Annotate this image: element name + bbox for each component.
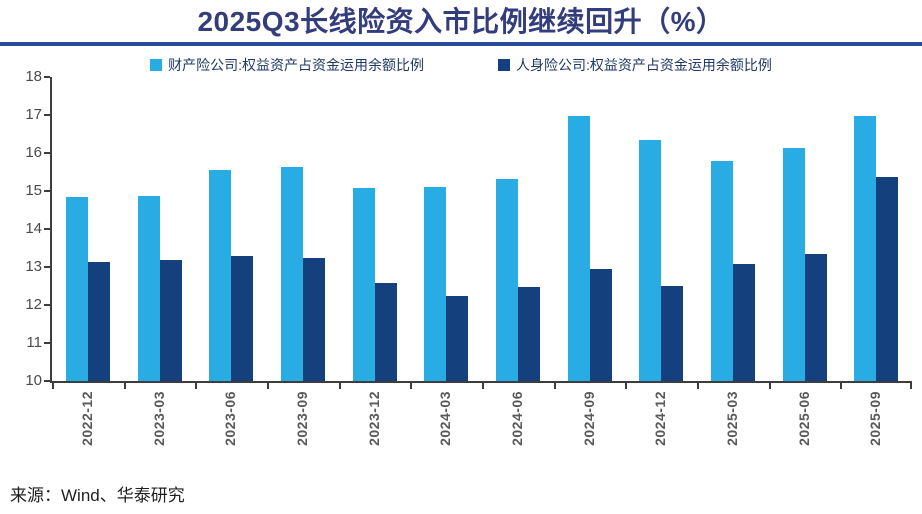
y-axis-tick	[44, 304, 50, 306]
x-axis-tick	[123, 383, 126, 389]
x-axis-tick-label: 2025-03	[723, 391, 740, 446]
bar-life-insurers	[446, 295, 469, 381]
x-axis-tick-label: 2022-12	[78, 391, 95, 446]
x-axis-tick	[52, 383, 54, 389]
y-axis-tick	[44, 76, 50, 78]
chart-legend: 财产险公司:权益资产占资金运用余额比例 人身险公司:权益资产占资金运用余额比例	[0, 55, 922, 75]
bar-life-insurers	[661, 286, 684, 381]
x-axis-tick-label: 2023-03	[150, 391, 167, 446]
bar-life-insurers	[876, 177, 899, 381]
y-axis-tick-label: 14	[25, 220, 42, 237]
bar-life-insurers	[159, 260, 182, 381]
y-axis-tick-label: 17	[25, 106, 42, 123]
legend-label-life-insurers: 人身险公司:权益资产占资金运用余额比例	[516, 57, 772, 73]
x-axis-tick-label: 2023-09	[293, 391, 310, 446]
bar-life-insurers	[302, 257, 325, 381]
y-axis-tick-label: 12	[25, 296, 42, 313]
bar-property-insurers	[65, 196, 88, 381]
y-axis-tick	[44, 228, 50, 230]
bar-property-insurers	[352, 187, 375, 381]
x-axis-tick	[267, 383, 269, 389]
bar-life-insurers	[231, 255, 254, 381]
x-axis-tick-label: 2024-06	[508, 391, 525, 446]
legend-entry-life-insurers: 人身险公司:权益资产占资金运用余额比例	[498, 55, 772, 75]
x-axis-tick	[625, 383, 628, 389]
bar-property-insurers	[782, 147, 805, 381]
legend-marker-property-insurers-icon	[150, 59, 163, 71]
source-note: 来源：Wind、华泰研究	[10, 486, 185, 505]
bar-property-insurers	[424, 186, 447, 381]
y-axis-tick	[44, 152, 50, 154]
y-axis-tick-label: 13	[25, 258, 42, 275]
x-axis-tick	[553, 383, 556, 389]
bar-property-insurers	[280, 167, 303, 381]
x-axis-tick	[910, 383, 912, 389]
x-axis-tick-label: 2024-12	[652, 391, 669, 446]
bar-property-insurers	[137, 195, 160, 381]
x-axis-tick	[840, 383, 843, 389]
y-axis-tick-label: 15	[25, 182, 42, 199]
y-axis-tick-label: 11	[26, 334, 42, 351]
bar-property-insurers	[639, 140, 662, 381]
x-axis-tick	[697, 383, 699, 389]
x-axis-tick-label: 2025-06	[795, 391, 812, 446]
y-axis-tick	[44, 114, 50, 116]
x-axis-tick	[195, 383, 198, 389]
y-axis-tick	[44, 342, 50, 344]
bar-property-insurers	[710, 160, 733, 381]
bar-life-insurers	[517, 287, 540, 381]
x-axis-tick	[482, 383, 484, 389]
y-axis-tick	[44, 190, 50, 192]
x-axis-tick-label: 2023-12	[365, 391, 382, 446]
title-divider	[0, 42, 922, 46]
bar-life-insurers	[589, 268, 612, 381]
x-axis-tick-label: 2024-09	[580, 391, 597, 446]
chart-title: 2025Q3长线险资入市比例继续回升（%）	[197, 6, 725, 37]
legend-label-property-insurers: 财产险公司:权益资产占资金运用余额比例	[168, 57, 424, 73]
bar-life-insurers	[87, 262, 110, 381]
bar-life-insurers	[732, 264, 755, 381]
legend-marker-life-insurers-icon	[498, 59, 510, 71]
y-axis-tick	[44, 380, 50, 382]
bar-property-insurers	[495, 178, 518, 381]
plot-area: 10 11 12 13 14 15 16 17 18 2022-12 2023-03 2023-06 2…	[25, 68, 912, 446]
bar-life-insurers	[374, 282, 397, 381]
bar-life-insurers	[804, 254, 827, 381]
legend-entry-property-insurers: 财产险公司:权益资产占资金运用余额比例	[150, 55, 424, 75]
x-axis-tick	[768, 383, 771, 389]
x-axis-tick-label: 2024-03	[437, 391, 454, 446]
x-axis-tick	[410, 383, 413, 389]
y-axis-tick-label: 10	[25, 372, 42, 389]
bar-property-insurers	[854, 116, 877, 381]
x-axis-tick-label: 2025-09	[867, 391, 884, 446]
y-axis-tick	[44, 266, 50, 268]
bar-property-insurers	[567, 116, 590, 381]
y-axis-tick-label: 18	[25, 68, 42, 85]
x-axis-tick-label: 2023-06	[222, 391, 239, 446]
y-axis-tick-label: 16	[25, 144, 42, 161]
x-axis-tick	[338, 383, 341, 389]
bar-property-insurers	[209, 170, 232, 381]
